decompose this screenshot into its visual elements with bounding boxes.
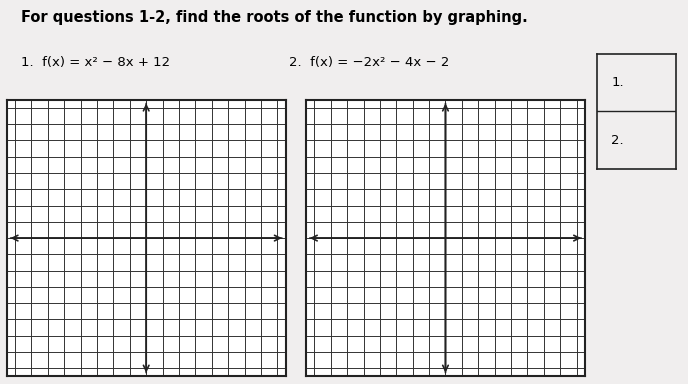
Text: For questions 1-2, find the roots of the function by graphing.: For questions 1-2, find the roots of the… [21,10,528,25]
Text: 2.  f(x) = −2x² − 4x − 2: 2. f(x) = −2x² − 4x − 2 [289,56,449,69]
Text: 1.  f(x) = x² − 8x + 12: 1. f(x) = x² − 8x + 12 [21,56,170,69]
Text: 2.: 2. [612,134,624,147]
Text: 1.: 1. [612,76,624,89]
